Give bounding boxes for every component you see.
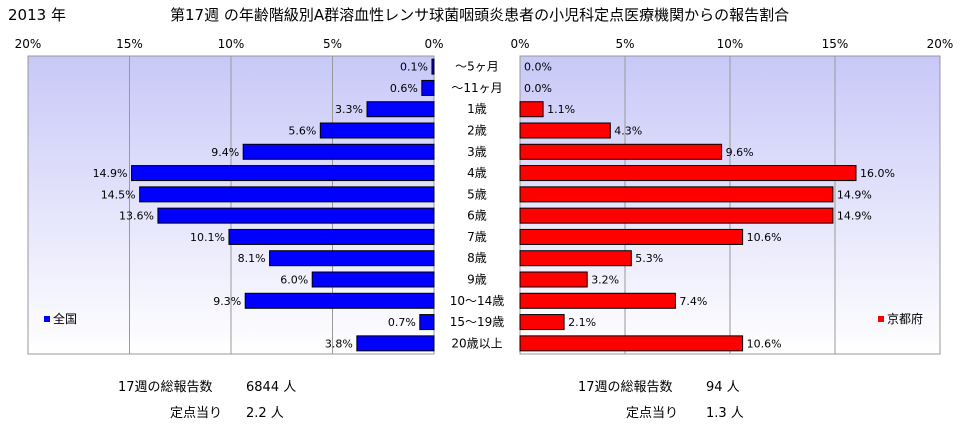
left-bar-value-label: 13.6% (119, 210, 154, 223)
left-bar (419, 314, 435, 331)
left-per-value: 2.2 人 (246, 406, 284, 421)
right-bar (519, 314, 565, 331)
left-x-tick-label: 20% (15, 37, 42, 51)
left-bar (319, 122, 435, 139)
right-bar (519, 228, 744, 245)
right-bar-value-label: 14.9% (837, 210, 872, 223)
left-bar-value-label: 0.7% (388, 316, 416, 329)
right-bar (519, 122, 611, 139)
legend-right-label: 京都府 (887, 312, 924, 326)
right-bar-value-label: 16.0% (860, 167, 895, 180)
right-total-label: 17週の総報告数 (578, 380, 673, 395)
legend-left-swatch (44, 315, 50, 322)
right-bar-value-label: 0.0% (524, 61, 552, 74)
left-bar-value-label: 14.9% (93, 167, 128, 180)
left-bar-value-label: 8.1% (238, 252, 266, 265)
left-bar (242, 143, 435, 160)
right-x-tick-label: 20% (927, 37, 954, 51)
category-label: 7歳 (467, 230, 487, 244)
category-label: 2歳 (467, 124, 487, 138)
left-bar (157, 207, 435, 224)
right-bar (519, 207, 834, 224)
left-bar (244, 292, 435, 309)
left-bar (228, 228, 435, 245)
legend-right: 京都府 (878, 310, 923, 327)
category-label: ～11ヶ月 (451, 81, 502, 95)
right-bar-value-label: 3.2% (591, 274, 619, 287)
right-bar-value-label: 1.1% (547, 103, 575, 116)
left-bar (269, 250, 435, 267)
legend-left-label: 全国 (53, 312, 78, 326)
left-x-tick-label: 0% (424, 37, 443, 51)
right-bar (519, 165, 857, 182)
left-bar-value-label: 6.0% (280, 274, 308, 287)
right-bar-value-label: 2.1% (568, 316, 596, 329)
right-x-tick-label: 15% (822, 37, 849, 51)
category-label: 15～19歳 (450, 315, 505, 329)
legend-left: 全国 (44, 310, 77, 327)
right-bar (519, 292, 676, 309)
right-bar-value-label: 10.6% (747, 337, 782, 350)
category-label: 4歳 (467, 166, 487, 180)
right-bar (519, 143, 723, 160)
category-label: 8歳 (467, 251, 487, 265)
category-label: 5歳 (467, 187, 487, 201)
right-per-value: 1.3 人 (706, 406, 744, 421)
left-bar (356, 335, 435, 352)
right-total-value: 94 人 (706, 380, 740, 395)
right-bar (519, 186, 834, 203)
right-bar (519, 335, 744, 352)
right-bar-value-label: 14.9% (837, 188, 872, 201)
right-bar-value-label: 9.6% (726, 146, 754, 159)
left-bar (421, 79, 435, 96)
left-bar (311, 271, 435, 288)
left-bar-value-label: 3.8% (325, 337, 353, 350)
legend-right-swatch (878, 315, 884, 322)
left-bar (366, 101, 435, 118)
left-per-label: 定点当り (170, 406, 223, 421)
category-label: 1歳 (467, 102, 487, 116)
right-x-tick-label: 0% (510, 37, 529, 51)
left-bar (431, 58, 435, 75)
left-bar-value-label: 3.3% (335, 103, 363, 116)
left-bar-value-label: 10.1% (190, 231, 225, 244)
category-label: 10～14歳 (450, 294, 505, 308)
left-x-tick-label: 10% (218, 37, 245, 51)
category-label: ～5ヶ月 (455, 60, 499, 74)
right-bar-value-label: 4.3% (614, 125, 642, 138)
left-bar-value-label: 5.6% (288, 125, 316, 138)
left-bar-value-label: 9.3% (213, 295, 241, 308)
category-label: 9歳 (467, 273, 487, 287)
left-x-tick-label: 5% (323, 37, 342, 51)
right-x-tick-label: 5% (615, 37, 634, 51)
left-x-tick-label: 15% (116, 37, 143, 51)
right-bar (519, 250, 632, 267)
left-bar (131, 165, 435, 182)
chart-year: 2013 年 (8, 6, 66, 24)
left-bar-value-label: 0.6% (390, 82, 418, 95)
left-total-value: 6844 人 (246, 380, 297, 395)
category-label: 3歳 (467, 145, 487, 159)
right-per-label: 定点当り (626, 406, 679, 421)
left-total-label: 17週の総報告数 (118, 380, 213, 395)
left-bar-value-label: 0.1% (400, 61, 428, 74)
left-bar-value-label: 9.4% (211, 146, 239, 159)
right-bar-value-label: 7.4% (679, 295, 707, 308)
left-bar-value-label: 14.5% (101, 188, 136, 201)
right-bar-value-label: 5.3% (635, 252, 663, 265)
chart-title: 第17週 の年齢階級別A群溶血性レンサ球菌咽頭炎患者の小児科定点医療機関からの報… (170, 6, 790, 24)
right-bar (519, 101, 544, 118)
left-bar (139, 186, 435, 203)
category-label: 20歳以上 (451, 336, 502, 350)
category-label: 6歳 (467, 209, 487, 223)
right-bar (519, 271, 588, 288)
right-bar-value-label: 10.6% (747, 231, 782, 244)
right-x-tick-label: 10% (717, 37, 744, 51)
right-bar-value-label: 0.0% (524, 82, 552, 95)
